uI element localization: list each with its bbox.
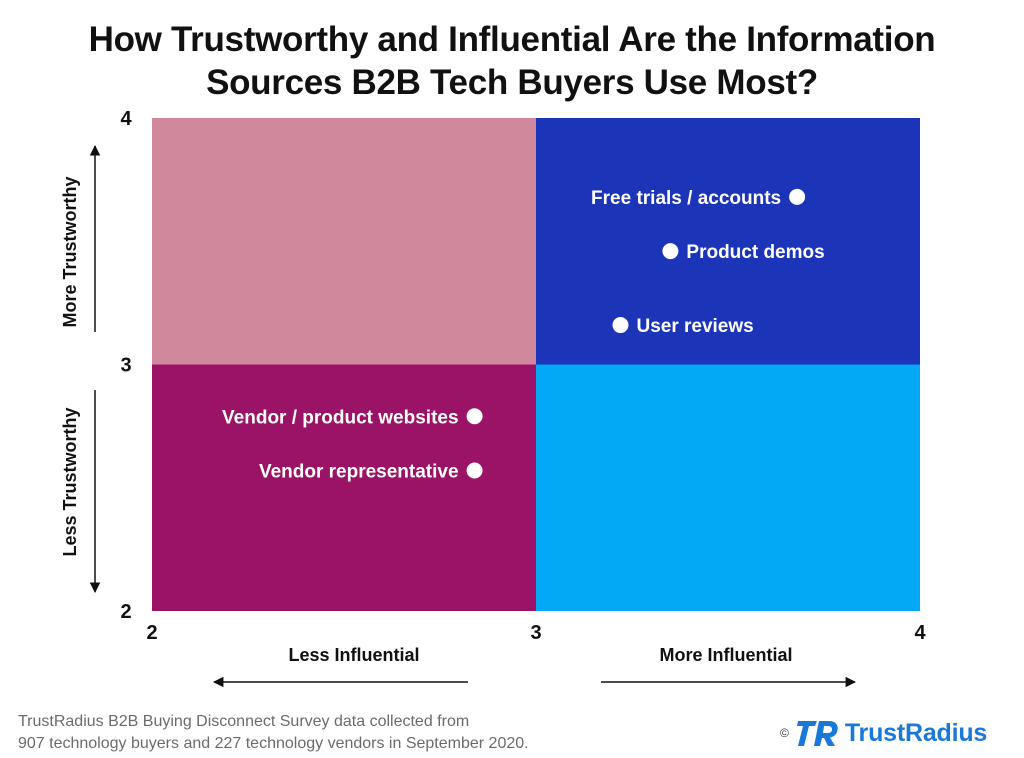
source-line-2: 907 technology buyers and 227 technology… [18,735,529,752]
quadrant-3 [536,364,920,611]
axis-labels: More Trustworthy Less Trustworthy Less I… [60,144,857,688]
y-tick-label-0: 2 [120,601,131,623]
y-tick-label-1: 3 [120,355,131,377]
data-point-3 [466,408,483,425]
trustradius-logo-icon [796,721,838,746]
data-point-4 [466,462,483,479]
quadrant-backgrounds [152,118,920,611]
data-point-label-1: Product demos [686,242,824,263]
axis-ticks: 2 3 4 2 3 4 [120,108,926,644]
data-point-0 [789,188,806,205]
brand-logo: © TrustRadius [780,717,987,749]
chart-title-line-2: Sources B2B Tech Buyers Use Most? [206,63,818,102]
y-tick-label-2: 4 [120,108,132,130]
data-point-1 [662,243,679,260]
quadrant-0 [152,118,536,365]
data-point-label-4: Vendor representative [259,461,459,482]
quadrant-chart: 2 3 4 2 3 4 More Trustworthy Less Trustworthy… [60,108,926,688]
x-tick-label-0: 2 [146,622,157,644]
x-tick-label-2: 4 [914,622,926,644]
data-point-label-3: Vendor / product websites [222,407,459,428]
quadrant-2 [152,364,536,611]
copyright-symbol: © [780,726,789,740]
y-axis-label-low: Less Trustworthy [60,407,80,556]
chart-title: How Trustworthy and Influential Are the … [0,18,1024,104]
y-axis-label-high: More Trustworthy [60,176,80,327]
source-note: TrustRadius B2B Buying Disconnect Survey… [18,711,638,755]
x-axis-label-high: More Influential [659,645,792,665]
x-axis-label-low: Less Influential [288,645,419,665]
brand-name: TrustRadius [844,718,988,747]
data-point-2 [612,317,629,334]
source-line-1: TrustRadius B2B Buying Disconnect Survey… [18,713,470,730]
data-point-label-2: User reviews [636,316,753,337]
chart-title-line-1: How Trustworthy and Influential Are the … [88,20,936,59]
x-tick-label-1: 3 [530,622,541,644]
quadrant-1 [536,118,920,365]
data-points: Free trials / accounts Product demos User … [222,188,825,483]
data-point-label-0: Free trials / accounts [591,188,781,209]
